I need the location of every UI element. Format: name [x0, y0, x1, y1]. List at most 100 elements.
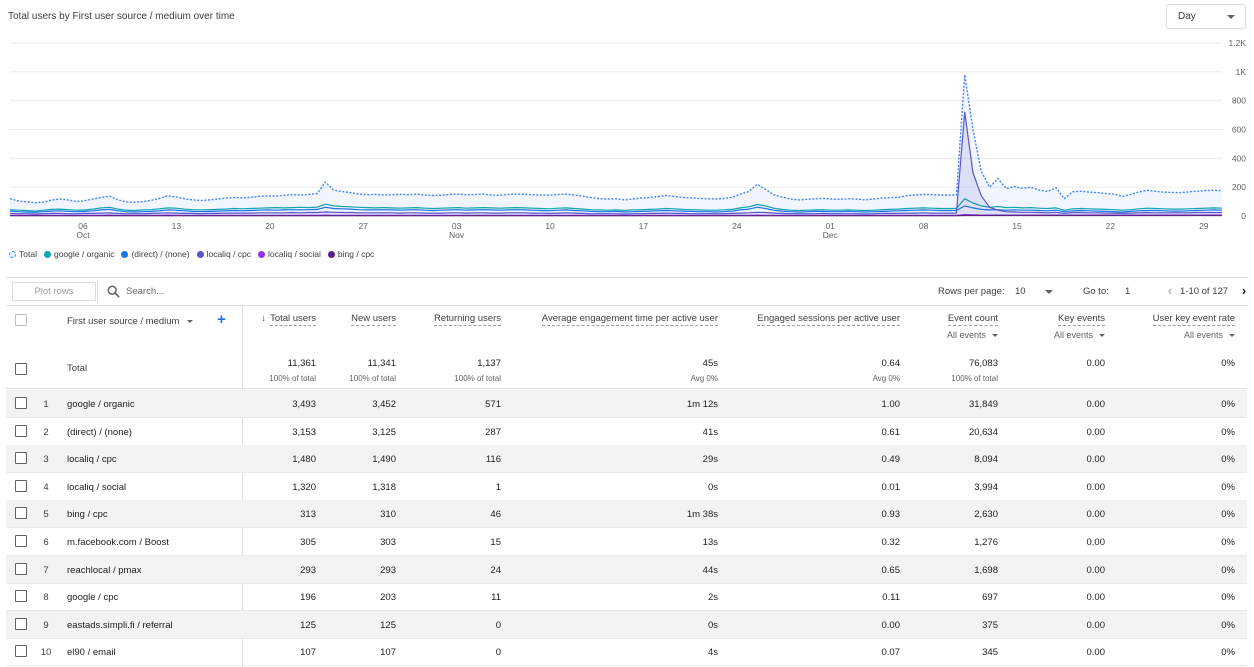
column-header[interactable]: Engaged sessions per active user: [757, 313, 900, 326]
legend-item[interactable]: (direct) / (none): [121, 249, 190, 259]
table-row[interactable]: 6 m.facebook.com / Boost 305 303 15 13s 0.32 1,…: [6, 528, 1247, 556]
row-cell: 107: [380, 647, 396, 659]
column-header[interactable]: Average engagement time per active user: [541, 313, 718, 326]
plot-rows-button[interactable]: Plot rows: [12, 282, 96, 301]
row-cell: 3,125: [372, 426, 396, 438]
row-cell: 0%: [1221, 509, 1235, 521]
row-cell: 0.00: [1086, 592, 1106, 604]
column-header[interactable]: Event count: [947, 313, 998, 326]
column-header[interactable]: User key event rate: [1152, 313, 1235, 326]
y-tick-label: 0: [1241, 211, 1246, 221]
dimension-header[interactable]: First user source / medium: [67, 316, 194, 327]
row-dimension: localiq / social: [67, 481, 127, 493]
row-dimension: eastads.simpli.fi / referral: [67, 619, 173, 631]
row-cell: 1.00: [881, 399, 901, 410]
goto-input[interactable]: 1: [1125, 286, 1131, 297]
search-input[interactable]: [126, 284, 326, 299]
column-header-label: Total users: [270, 313, 316, 326]
row-cell: 293: [300, 564, 316, 576]
column-header[interactable]: Key events: [1058, 313, 1105, 326]
series-line-direct-none[interactable]: [9, 205, 1223, 213]
row-cell: 20,634: [968, 426, 998, 438]
row-cell: 125: [380, 619, 396, 631]
table-row[interactable]: 9 eastads.simpli.fi / referral 125 125 0 0s 0.…: [6, 610, 1247, 639]
x-tick-label: 29: [1199, 221, 1209, 231]
row-checkbox[interactable]: [15, 535, 27, 547]
table-row[interactable]: 2 (direct) / (none) 3,153 3,125 287 41s 0.61 20…: [6, 418, 1247, 446]
series-line-google-organic[interactable]: [9, 198, 1223, 212]
row-cell: 0s: [707, 619, 718, 631]
row-number: 2: [43, 426, 49, 438]
column-event-filter[interactable]: All events: [1054, 330, 1105, 340]
legend-item[interactable]: localiq / cpc: [196, 249, 251, 259]
column-header[interactable]: Returning users: [433, 313, 501, 326]
series-line-total[interactable]: [9, 74, 1223, 204]
table-row[interactable]: 7 reachlocal / pmax 293 293 24 44s 0.65 1,698 0.…: [6, 555, 1247, 584]
row-cell: 3,493: [292, 399, 316, 410]
total-value: 45s: [702, 358, 718, 369]
chevron-right-icon[interactable]: ›: [1241, 283, 1247, 298]
row-cell: 125: [300, 619, 316, 631]
rows-per-page-select[interactable]: 10: [1015, 286, 1026, 297]
table-row[interactable]: 1 google / organic 3,493 3,452 571 1m 12s 1.00…: [6, 390, 1247, 418]
row-checkbox[interactable]: [15, 507, 27, 520]
table-row[interactable]: 5 bing / cpc 313 310 46 1m 38s 0.93 2,630 0.00 0%: [6, 500, 1247, 529]
legend-label: localiq / social: [268, 249, 321, 259]
row-cell: 1,698: [974, 564, 998, 576]
chart-title: Total users by First user source / mediu…: [8, 11, 235, 22]
legend-item[interactable]: google / organic: [43, 249, 114, 259]
legend-label: (direct) / (none): [131, 249, 190, 259]
totals-checkbox[interactable]: [15, 363, 27, 375]
row-cell: 0.11: [882, 592, 900, 604]
table-row[interactable]: 3 localiq / cpc 1,480 1,490 116 29s 0.49 8,094 0…: [6, 445, 1247, 474]
row-checkbox[interactable]: [15, 590, 27, 603]
dimension-header-label: First user source / medium: [67, 316, 180, 327]
legend-item[interactable]: bing / cpc: [327, 249, 374, 259]
total-value: 0%: [1221, 358, 1235, 369]
chevron-left-icon[interactable]: ‹: [1167, 283, 1173, 298]
column-header[interactable]: ↓ Total users: [261, 313, 316, 326]
table-row[interactable]: 4 localiq / social 1,320 1,318 1 0s 0.01 3,994 0…: [6, 473, 1247, 501]
series-line-localiq-cpc[interactable]: [9, 111, 1222, 215]
legend-swatch: [43, 250, 51, 258]
row-cell: 15: [490, 537, 501, 548]
column-event-filter[interactable]: All events: [1184, 330, 1235, 340]
row-cell: 1,318: [372, 481, 396, 493]
table-row[interactable]: 8 google / cpc 196 203 11 2s 0.11 697 0.00 0%: [6, 583, 1247, 612]
total-percent: 100% of total: [269, 374, 316, 383]
row-cell: 107: [300, 647, 316, 659]
table-row[interactable]: 10 el90 / email 107 107 0 4s 0.07 345 0.00 0%: [6, 638, 1247, 667]
row-number: 5: [43, 509, 49, 521]
row-cell: 1,320: [292, 481, 316, 493]
period-select[interactable]: Day: [1166, 4, 1246, 29]
legend-item[interactable]: localiq / social: [258, 249, 321, 259]
row-cell: 44s: [702, 564, 718, 576]
row-cell: 1m 12s: [686, 399, 718, 410]
legend-item[interactable]: Total: [9, 249, 37, 259]
row-checkbox[interactable]: [15, 645, 27, 658]
divider: [6, 305, 1248, 306]
legend-swatch: [121, 250, 129, 258]
row-cell: 571: [485, 399, 501, 410]
row-number: 10: [40, 647, 52, 659]
row-checkbox[interactable]: [15, 479, 27, 492]
row-checkbox[interactable]: [15, 617, 27, 630]
row-checkbox[interactable]: [15, 452, 27, 465]
row-checkbox[interactable]: [15, 424, 27, 437]
row-cell: 11: [491, 592, 501, 604]
row-cell: 0s: [707, 481, 718, 493]
chevron-down-icon[interactable]: [1045, 290, 1053, 294]
column-event-filter[interactable]: All events: [947, 330, 998, 340]
column-header[interactable]: New users: [351, 313, 396, 326]
add-dimension-icon[interactable]: +: [217, 311, 226, 328]
row-cell: 196: [300, 592, 316, 604]
x-tick-label: 20: [265, 221, 275, 231]
row-cell: 46: [490, 509, 501, 521]
legend-label: localiq / cpc: [206, 249, 251, 259]
column-header-label: Key events: [1058, 313, 1105, 326]
row-cell: 0%: [1221, 426, 1235, 438]
row-checkbox[interactable]: [15, 397, 27, 409]
select-all-checkbox[interactable]: [15, 314, 27, 326]
row-checkbox[interactable]: [15, 562, 27, 575]
